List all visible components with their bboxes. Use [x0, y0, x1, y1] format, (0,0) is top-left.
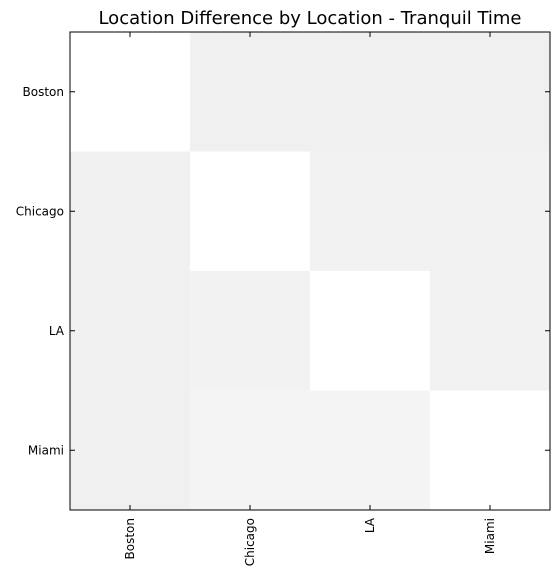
heatmap-cell: [430, 151, 551, 272]
heatmap-cell: [70, 390, 191, 511]
heatmap-cell: [70, 151, 191, 272]
heatmap-cell: [190, 32, 311, 152]
x-tick-label: Chicago: [243, 518, 257, 566]
heatmap-cell: [190, 151, 311, 272]
heatmap-cell: [430, 390, 551, 511]
heatmap-cell: [430, 271, 551, 391]
heatmap-cell: [70, 32, 191, 152]
heatmap-cell: [190, 390, 311, 511]
y-tick-label: Chicago: [16, 204, 64, 218]
heatmap-cell: [310, 271, 431, 391]
chart-title: Location Difference by Location - Tranqu…: [98, 8, 521, 29]
heatmap-cell: [310, 32, 431, 152]
y-tick-label: Miami: [28, 443, 64, 457]
heatmap-cell: [70, 271, 191, 391]
heatmap-cell: [310, 151, 431, 272]
heatmap-cell: [310, 390, 431, 511]
y-tick-label: LA: [49, 324, 65, 338]
heatmap-cells: [70, 32, 551, 511]
heatmap-cell: [430, 32, 551, 152]
x-tick-label: LA: [363, 517, 377, 533]
x-tick-label: Miami: [483, 518, 497, 554]
x-tick-label: Boston: [123, 518, 137, 559]
heatmap-cell: [190, 271, 311, 391]
plot-frame: [69, 31, 551, 511]
y-tick-label: Boston: [23, 85, 64, 99]
